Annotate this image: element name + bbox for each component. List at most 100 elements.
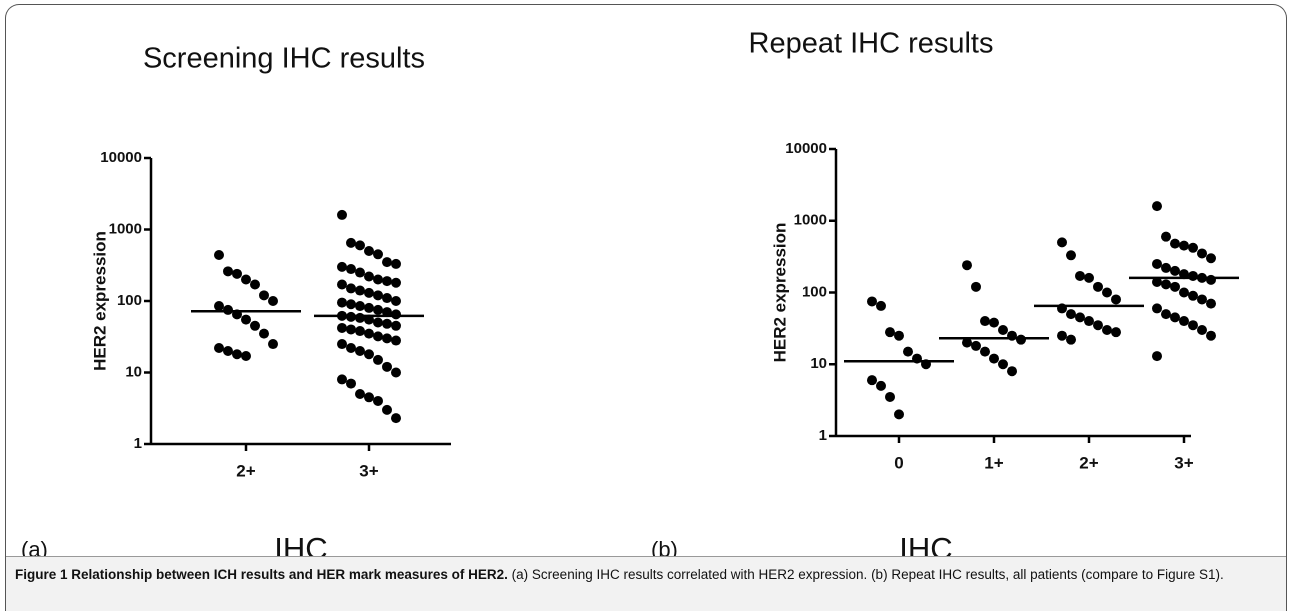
data-point (1111, 294, 1121, 305)
data-point (223, 304, 233, 315)
data-point (1188, 270, 1198, 281)
data-point (346, 299, 356, 310)
data-point (373, 249, 383, 260)
data-point (373, 354, 383, 365)
data-point (364, 392, 374, 403)
data-point (1075, 270, 1085, 281)
data-point (373, 290, 383, 301)
data-point (382, 318, 392, 329)
data-point (391, 258, 401, 269)
data-point (1197, 294, 1207, 305)
data-point (1179, 240, 1189, 251)
data-point (241, 351, 251, 362)
data-point (223, 345, 233, 356)
data-point (382, 404, 392, 415)
caption-text: (a) Screening IHC results correlated wit… (511, 567, 1224, 582)
data-point (250, 320, 260, 331)
data-point (337, 322, 347, 333)
data-point (1102, 325, 1112, 336)
caption-label: Figure 1 (15, 567, 68, 582)
data-point (962, 337, 972, 348)
data-point (259, 290, 269, 301)
data-point (382, 333, 392, 344)
data-point (214, 249, 224, 260)
data-point (346, 378, 356, 389)
data-point (382, 257, 392, 268)
data-point (337, 279, 347, 290)
data-point (337, 209, 347, 220)
caption: Figure 1 Relationship between ICH result… (6, 556, 1286, 611)
data-point (259, 328, 269, 339)
data-point (998, 359, 1008, 370)
data-point (876, 380, 886, 391)
y-axis-label: HER2 expression (770, 223, 789, 363)
figure: Screening IHC results (a) IHC HER2 expressi… (5, 4, 1287, 611)
data-point (1102, 287, 1112, 298)
x-tick-label: 3+ (359, 461, 378, 480)
data-point (971, 281, 981, 292)
data-point (1161, 262, 1171, 273)
data-point (867, 375, 877, 386)
data-point (214, 343, 224, 354)
y-tick-label: 10000 (100, 149, 142, 166)
data-point (1075, 312, 1085, 323)
x-tick-label: 2+ (1079, 453, 1098, 472)
data-point (382, 293, 392, 304)
data-point (1179, 287, 1189, 298)
data-point (337, 339, 347, 350)
data-point (1152, 303, 1162, 314)
data-point (391, 367, 401, 378)
data-point (1206, 253, 1216, 264)
data-point (364, 271, 374, 282)
data-point (355, 267, 365, 278)
data-point (391, 296, 401, 306)
data-point (1206, 274, 1216, 285)
data-point (885, 327, 895, 338)
data-point (391, 413, 401, 424)
data-point (980, 316, 990, 327)
data-point (346, 237, 356, 248)
data-point (1170, 238, 1180, 249)
data-point (1197, 325, 1207, 336)
data-point (355, 312, 365, 323)
data-point (373, 274, 383, 285)
data-point (250, 279, 260, 290)
y-tick-label: 10 (810, 355, 827, 372)
data-point (989, 353, 999, 364)
data-point (382, 307, 392, 318)
data-point (346, 264, 356, 275)
y-tick-label: 10 (125, 363, 142, 380)
data-point (1057, 237, 1067, 248)
data-point (1152, 351, 1162, 362)
data-point (867, 296, 877, 307)
chart-area: Screening IHC results (a) IHC HER2 expressi… (21, 28, 1239, 566)
data-point (373, 395, 383, 406)
data-point (1197, 248, 1207, 259)
data-point (1007, 366, 1017, 377)
data-point (1057, 330, 1067, 341)
data-point (355, 326, 365, 337)
x-axis-label: IHC (899, 531, 952, 556)
data-point (355, 301, 365, 312)
data-point (373, 304, 383, 315)
data-point (1161, 279, 1171, 290)
data-point (214, 301, 224, 312)
data-point (1152, 258, 1162, 269)
data-point (1111, 327, 1121, 338)
data-point (1179, 316, 1189, 327)
data-point (232, 268, 242, 279)
data-point (391, 335, 401, 346)
data-point (382, 361, 392, 372)
data-point (962, 260, 972, 271)
y-tick-label: 1 (819, 427, 827, 444)
data-point (364, 246, 374, 257)
data-point (1161, 309, 1171, 320)
data-point (337, 297, 347, 308)
data-point (1206, 330, 1216, 341)
data-point (1016, 334, 1026, 345)
chart-title: Screening IHC results (143, 43, 425, 75)
panel-label: (b) (651, 537, 678, 556)
data-point (1206, 298, 1216, 309)
y-tick-label: 100 (117, 292, 142, 309)
data-point (241, 314, 251, 325)
